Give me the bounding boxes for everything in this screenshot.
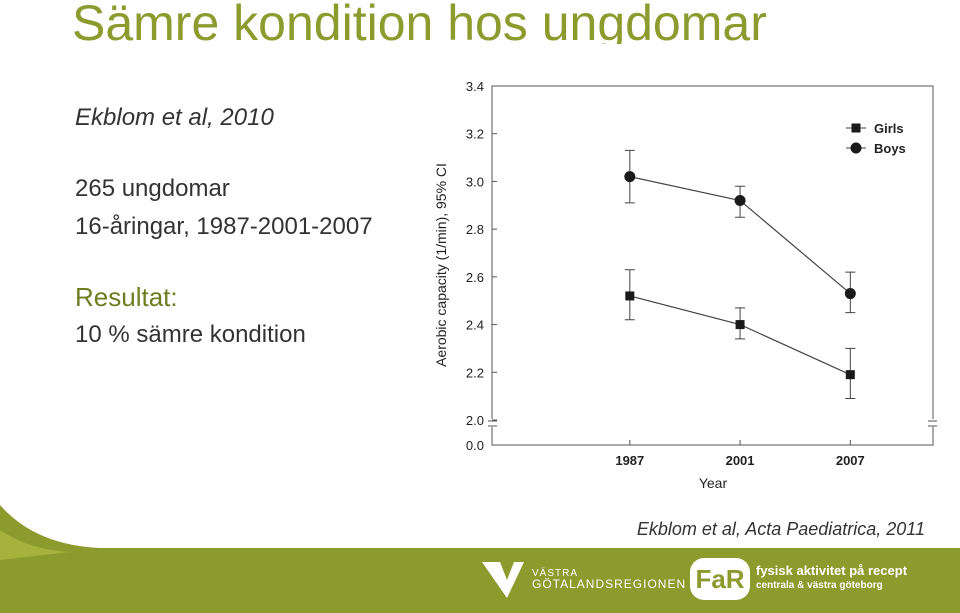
y-tick-label: 0.0 <box>466 438 484 453</box>
y-tick-label: 3.0 <box>466 174 484 189</box>
plot-frame <box>491 85 934 446</box>
data-point <box>845 370 855 380</box>
data-point <box>844 288 856 300</box>
far-logo: FaR <box>695 564 744 594</box>
legend-label: Boys <box>874 141 906 156</box>
region-logo: VÄSTRA <box>532 567 578 579</box>
legend-marker <box>851 123 861 133</box>
y-tick-label: 2.8 <box>466 222 484 237</box>
citation: Ekblom et al, Acta Paediatrica, 2011 <box>637 519 925 539</box>
data-point <box>734 195 746 207</box>
far-title: fysisk aktivitet på recept <box>756 563 908 578</box>
legend-label: Girls <box>874 121 904 136</box>
reference: Ekblom et al, 2010 <box>75 104 274 131</box>
y-tick-label: 3.4 <box>466 79 484 94</box>
result-heading: Resultat: <box>75 282 178 312</box>
slide-title: Sämre kondition hos ungdomar <box>72 0 767 51</box>
region-icon <box>482 562 524 598</box>
y-tick-label: 2.0 <box>466 413 484 428</box>
region-logo: GÖTALANDSREGIONEN <box>532 577 686 591</box>
far-badge <box>690 558 750 600</box>
x-tick-label: 2001 <box>726 453 755 468</box>
footer-accent <box>0 530 70 560</box>
x-tick-label: 2007 <box>836 453 865 468</box>
data-point <box>735 320 745 330</box>
far-subtitle: centrala & västra göteborg <box>756 580 883 591</box>
axis-break <box>486 419 939 427</box>
x-axis-label: Year <box>699 475 728 491</box>
y-tick-label: 2.2 <box>466 365 484 380</box>
data-point <box>624 171 636 183</box>
legend-marker <box>850 142 862 154</box>
y-tick-label: 2.6 <box>466 270 484 285</box>
result: 10 % sämre kondition <box>75 321 306 348</box>
y-tick-label: 3.2 <box>466 127 484 142</box>
text-line: 265 ungdomar <box>75 175 230 202</box>
y-axis-label: Aerobic capacity (1/min), 95% CI <box>433 163 449 367</box>
x-tick-label: 1987 <box>615 453 644 468</box>
y-tick-label: 2.4 <box>466 318 484 333</box>
axis-break-mark <box>488 420 937 427</box>
data-point <box>625 291 635 301</box>
text-line: 16-åringar, 1987-2001-2007 <box>75 213 373 240</box>
